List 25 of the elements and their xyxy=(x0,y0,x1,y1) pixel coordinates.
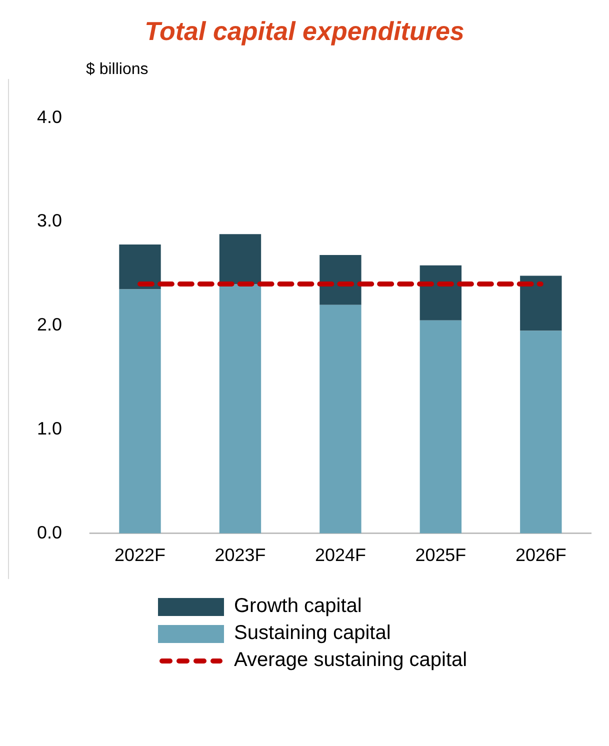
bar xyxy=(320,254,362,305)
x-tick-label: 2025F xyxy=(415,545,466,566)
bar xyxy=(420,320,462,534)
legend-label: Sustaining capital xyxy=(234,622,391,645)
bar xyxy=(420,265,462,320)
bar xyxy=(119,289,161,534)
y-axis-title: $ billions xyxy=(86,61,150,79)
x-tick-label: 2026F xyxy=(515,545,566,566)
legend-label: Average sustaining capital xyxy=(234,649,468,672)
legend-label: Growth capital xyxy=(234,595,362,618)
bar xyxy=(520,330,562,534)
y-tick-label: 1.0 xyxy=(36,418,62,438)
x-tick-label: 2024F xyxy=(314,545,366,566)
y-tick-label: 2.0 xyxy=(36,314,62,335)
x-tick-label: 2022F xyxy=(114,545,166,566)
bar xyxy=(119,244,161,290)
y-tick-label: 4.0 xyxy=(36,106,62,127)
bar xyxy=(219,284,262,534)
y-tick-label: 0.0 xyxy=(36,522,62,542)
bar xyxy=(520,276,562,331)
x-tick-label: 2023F xyxy=(214,545,266,566)
chart-title: Total capital expenditures xyxy=(144,16,466,47)
bar xyxy=(219,234,262,284)
y-tick-label: 3.0 xyxy=(36,210,62,231)
bar xyxy=(320,304,362,534)
